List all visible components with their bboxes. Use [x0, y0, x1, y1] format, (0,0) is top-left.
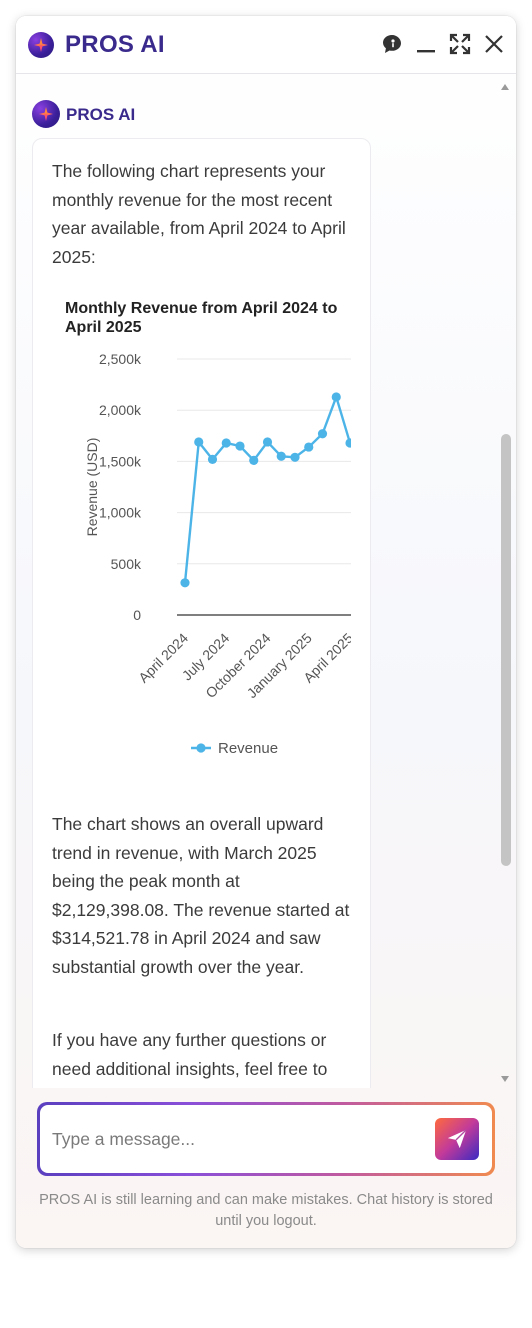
data-point: [304, 442, 314, 452]
scroll-up-arrow-icon[interactable]: [500, 82, 510, 92]
chat-messages[interactable]: PROS AI The following chart represents y…: [16, 74, 516, 1088]
expand-icon[interactable]: [448, 32, 472, 56]
legend-marker: [196, 743, 206, 753]
close-icon[interactable]: [482, 32, 506, 56]
y-tick-label: 2,500k: [99, 351, 142, 367]
data-point: [290, 452, 300, 462]
y-tick-label: 0: [133, 607, 141, 623]
sender-name: PROS AI: [66, 105, 136, 124]
y-tick-label: 1,500k: [99, 453, 142, 469]
data-point: [331, 392, 341, 402]
data-point: [221, 438, 231, 448]
y-tick-label: 2,000k: [99, 402, 142, 418]
send-icon: [447, 1129, 467, 1149]
chat-bubble-icon[interactable]: [380, 32, 404, 56]
chat-header: PROS AI: [16, 16, 516, 74]
header-title: PROS AI: [65, 31, 165, 58]
pros-ai-avatar-icon: [32, 100, 60, 128]
data-point: [194, 437, 204, 447]
message-input-inner: [40, 1105, 492, 1173]
data-point: [180, 578, 190, 588]
y-tick-label: 500k: [111, 556, 142, 572]
legend-label-revenue: Revenue: [218, 740, 278, 757]
scroll-down-arrow-icon[interactable]: [500, 1074, 510, 1084]
send-button[interactable]: [435, 1118, 479, 1160]
data-point: [345, 438, 351, 448]
data-point: [249, 455, 259, 465]
chat-panel: PROS AI PROS AI The following chart repr…: [16, 16, 516, 1248]
chart-canvas: 0 500k 1,000k 1,500k 2,000k 2,500k Revenue (US…: [84, 351, 351, 757]
y-tick-label: 1,000k: [99, 505, 142, 521]
data-point: [207, 454, 218, 464]
data-point: [235, 441, 245, 451]
scrollbar-thumb[interactable]: [501, 434, 511, 866]
data-point: [276, 451, 286, 461]
disclaimer-text: PROS AI is still learning and can make m…: [39, 1192, 493, 1229]
message-summary: The chart shows an overall upward trend …: [52, 814, 350, 977]
chart-title: Monthly Revenue from April 2024 to April…: [65, 300, 338, 336]
message-intro: The following chart represents your mont…: [52, 161, 346, 267]
chat-scrollbar[interactable]: [498, 74, 512, 1088]
pros-ai-logo-icon: [28, 32, 54, 58]
message-input[interactable]: [52, 1121, 422, 1157]
message-input-container: [37, 1102, 495, 1176]
revenue-chart: Monthly Revenue from April 2024 to April…: [51, 299, 351, 769]
message-followup: If you have any further questions or nee…: [52, 1030, 328, 1079]
series-line-revenue: [183, 393, 351, 583]
minimize-icon[interactable]: [414, 32, 438, 56]
data-point: [262, 437, 273, 447]
bot-message-bubble: The following chart represents your mont…: [32, 138, 371, 1088]
y-axis-label: Revenue (USD): [84, 438, 100, 537]
data-point: [317, 429, 328, 439]
